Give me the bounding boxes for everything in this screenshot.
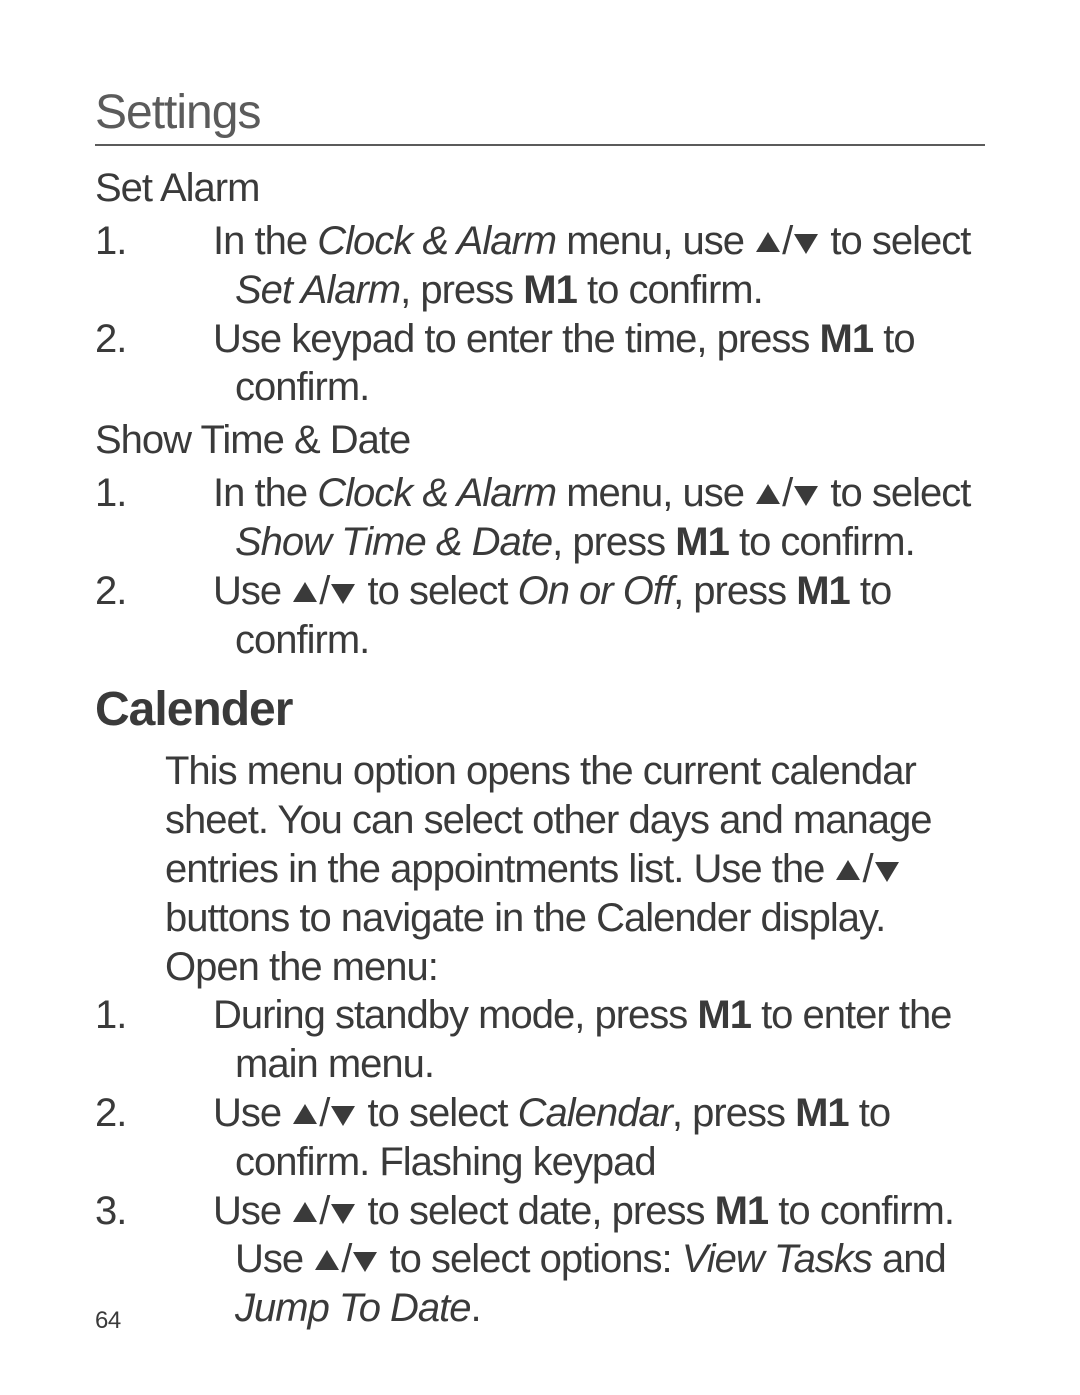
text-italic: View Tasks [682, 1237, 872, 1281]
calendar-intro: This menu option opens the current calen… [95, 747, 985, 942]
text: to select [357, 1091, 517, 1135]
text: to select [357, 569, 517, 613]
text: , press [673, 569, 796, 613]
up-down-arrows-icon: / [754, 471, 820, 515]
text: to select date, press [357, 1189, 714, 1233]
text-italic: Show Time & Date [235, 520, 552, 564]
text: Use [213, 1189, 291, 1233]
text: to confirm. [729, 520, 915, 564]
step-number: 1. [165, 991, 213, 1040]
text-italic: Clock & Alarm [317, 471, 556, 515]
up-down-arrows-icon: / [291, 1189, 357, 1233]
text-italic: Set Alarm [235, 268, 400, 312]
text-bold: M1 [675, 520, 729, 564]
step-number: 2. [165, 1089, 213, 1138]
step-number: 2. [165, 567, 213, 616]
text: , press [672, 1091, 795, 1135]
text-italic: Calendar [518, 1091, 672, 1135]
text: In the [213, 471, 317, 515]
step-number: 1. [165, 469, 213, 518]
text: Use [213, 1091, 291, 1135]
text-bold: M1 [523, 268, 577, 312]
text: and [872, 1237, 946, 1281]
step-number: 1. [165, 217, 213, 266]
list-item: 2.Use / to select On or Off, press M1 to… [95, 567, 985, 665]
text-bold: M1 [796, 569, 850, 613]
text-bold: M1 [715, 1189, 769, 1233]
text: menu, use [556, 471, 754, 515]
step-number: 2. [165, 315, 213, 364]
text: to confirm. [577, 268, 763, 312]
up-down-arrows-icon: / [754, 219, 820, 263]
list-item: 1.In the Clock & Alarm menu, use / to se… [95, 217, 985, 315]
text: buttons to navigate in the Calender disp… [165, 896, 885, 940]
text-italic: Clock & Alarm [317, 219, 556, 263]
set-alarm-steps: 1.In the Clock & Alarm menu, use / to se… [95, 217, 985, 412]
text: . [471, 1286, 481, 1330]
text-italic: On or Off [518, 569, 674, 613]
list-item: 3.Use / to select date, press M1 to conf… [95, 1187, 985, 1333]
page-number: 64 [95, 1307, 121, 1335]
text: , press [400, 268, 523, 312]
calendar-steps: 1.During standby mode, press M1 to enter… [95, 991, 985, 1333]
text-bold: M1 [697, 993, 751, 1037]
calendar-open-menu: Open the menu: [95, 943, 985, 992]
text-italic: Jump To Date [235, 1286, 471, 1330]
up-down-arrows-icon: / [834, 847, 900, 891]
text: Use [213, 569, 291, 613]
text: to select [820, 219, 970, 263]
list-item: 1.In the Clock & Alarm menu, use / to se… [95, 469, 985, 567]
text: , press [552, 520, 675, 564]
calendar-heading: Calender [95, 682, 985, 737]
page-title: Settings [95, 85, 985, 146]
up-down-arrows-icon: / [291, 569, 357, 613]
text: to select options: [379, 1237, 681, 1281]
show-time-heading: Show Time & Date [95, 418, 985, 463]
text-bold: M1 [820, 317, 874, 361]
up-down-arrows-icon: / [313, 1237, 379, 1281]
show-time-steps: 1.In the Clock & Alarm menu, use / to se… [95, 469, 985, 664]
step-number: 3. [165, 1187, 213, 1236]
list-item: 2.Use / to select Calendar, press M1 to … [95, 1089, 985, 1187]
set-alarm-heading: Set Alarm [95, 166, 985, 211]
text: to select [820, 471, 970, 515]
list-item: 1.During standby mode, press M1 to enter… [95, 991, 985, 1089]
up-down-arrows-icon: / [291, 1091, 357, 1135]
text: During standby mode, press [213, 993, 697, 1037]
text: Use keypad to enter the time, press [213, 317, 820, 361]
text: menu, use [556, 219, 754, 263]
list-item: 2.Use keypad to enter the time, press M1… [95, 315, 985, 413]
text: In the [213, 219, 317, 263]
text-bold: M1 [795, 1091, 849, 1135]
text: This menu option opens the current calen… [165, 749, 931, 891]
